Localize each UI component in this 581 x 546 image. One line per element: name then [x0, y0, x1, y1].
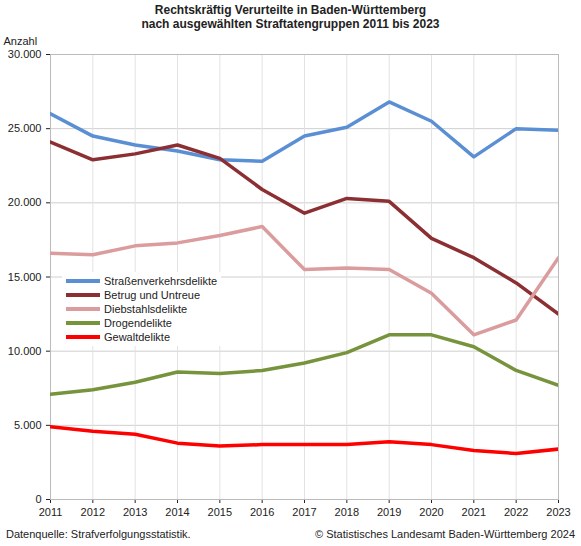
- svg-text:2018: 2018: [335, 506, 359, 518]
- svg-text:30.000: 30.000: [8, 48, 42, 60]
- html-text:Datenquelle: Strafverfolgungss: Datenquelle: Strafverfolgungsstatistik.: [6, 528, 191, 540]
- svg-text:2014: 2014: [165, 506, 189, 518]
- svg-text:5.000: 5.000: [14, 419, 42, 431]
- svg-text:2020: 2020: [419, 506, 443, 518]
- svg-text:15.000: 15.000: [8, 271, 42, 283]
- svg-text:2016: 2016: [250, 506, 274, 518]
- svg-text:10.000: 10.000: [8, 345, 42, 357]
- html-text:Rechtskräftig Verurteilte in B: Rechtskräftig Verurteilte in Baden-Württ…: [154, 3, 427, 17]
- svg-text:2012: 2012: [81, 506, 105, 518]
- svg-text:2015: 2015: [208, 506, 232, 518]
- svg-text:2019: 2019: [377, 506, 401, 518]
- svg-text:2011: 2011: [39, 506, 63, 518]
- html-text:Betrug und Untreue: Betrug und Untreue: [104, 289, 200, 301]
- svg-text:2017: 2017: [292, 506, 316, 518]
- svg-text:0: 0: [35, 493, 41, 505]
- svg-text:2021: 2021: [462, 506, 486, 518]
- svg-text:25.000: 25.000: [8, 122, 42, 134]
- html-text:Gewaltdelikte: Gewaltdelikte: [104, 331, 170, 343]
- html-text:Straßenverkehrsdelikte: Straßenverkehrsdelikte: [104, 275, 218, 287]
- html-text:Diebstahlsdelikte: Diebstahlsdelikte: [104, 303, 188, 315]
- html-text:Drogendelikte: Drogendelikte: [104, 317, 172, 329]
- svg-text:2013: 2013: [123, 506, 147, 518]
- html-text:nach ausgewählten Straftatengr: nach ausgewählten Straftatengruppen 2011…: [141, 17, 440, 31]
- svg-text:Anzahl: Anzahl: [4, 35, 38, 47]
- html-text:© Statistisches Landesamt Bade: © Statistisches Landesamt Baden-Württemb…: [315, 528, 575, 540]
- svg-text:2022: 2022: [504, 506, 528, 518]
- svg-text:2023: 2023: [546, 506, 570, 518]
- svg-text:20.000: 20.000: [8, 196, 42, 208]
